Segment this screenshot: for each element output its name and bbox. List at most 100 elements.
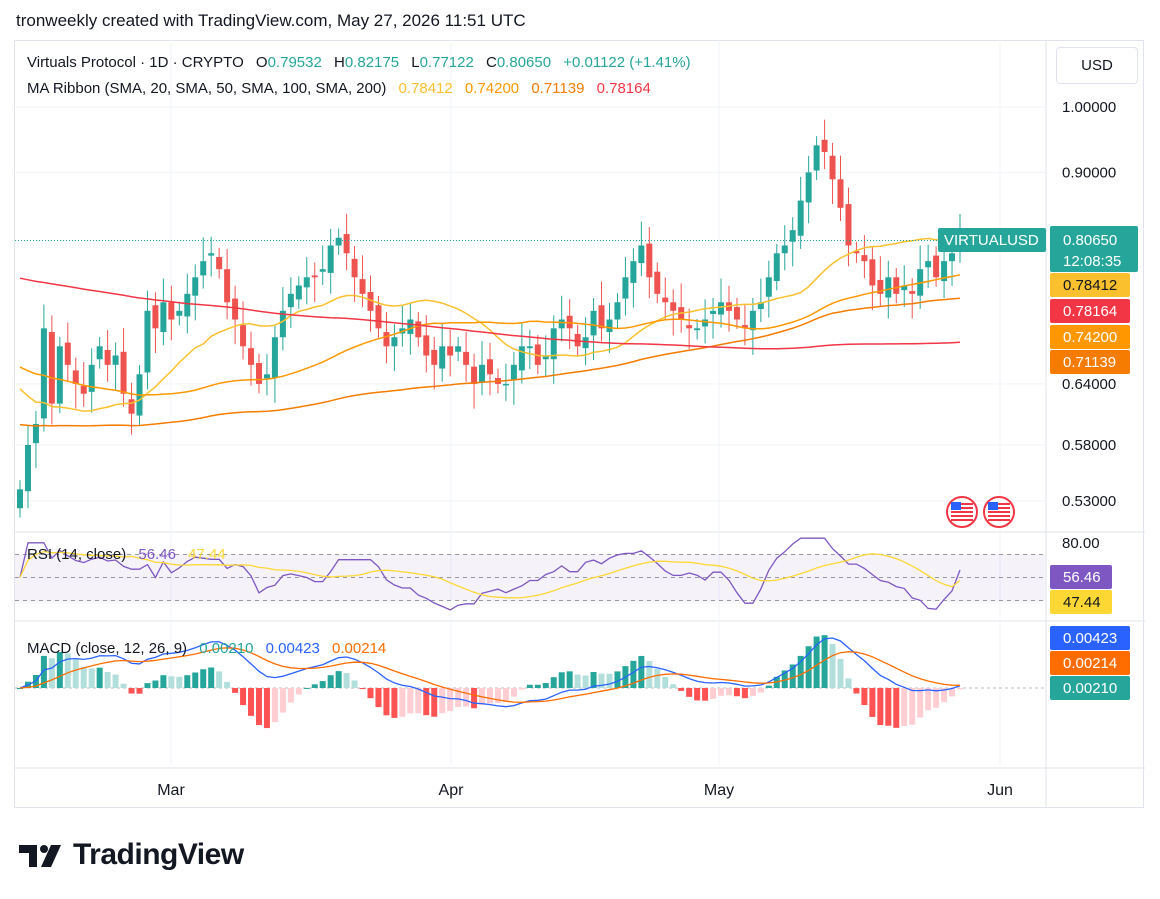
symbol-title[interactable]: Virtuals Protocol · 1D · CRYPTO bbox=[27, 54, 244, 71]
macd-hist-bar bbox=[893, 688, 900, 728]
candle-body bbox=[232, 298, 239, 320]
flag-stripe bbox=[988, 503, 1010, 505]
macd-hist-bar bbox=[550, 677, 557, 688]
candle-body bbox=[327, 245, 334, 273]
ma20-line bbox=[19, 237, 961, 412]
macd-hist-value: 0.00210 bbox=[199, 640, 254, 657]
rsi-ma-value: 47.44 bbox=[188, 546, 226, 563]
currency-button[interactable]: USD bbox=[1056, 47, 1138, 84]
candle-body bbox=[40, 328, 47, 419]
macd-hist-bar bbox=[654, 668, 661, 688]
flag-stripe bbox=[988, 511, 1010, 513]
flag-stripe bbox=[951, 515, 973, 517]
macd-signal-tag bbox=[1050, 651, 1130, 675]
macd-hist-bar bbox=[957, 688, 963, 690]
rsi-ma-tag bbox=[1050, 590, 1112, 614]
candle-body bbox=[295, 285, 302, 300]
candle-body bbox=[168, 302, 175, 320]
candle-body bbox=[487, 359, 493, 375]
rsi-value-tag bbox=[1050, 565, 1112, 589]
macd-hist-bar bbox=[471, 688, 478, 709]
macd-hist-bar bbox=[542, 683, 549, 688]
macd-hist-bar bbox=[64, 653, 71, 688]
macd-hist-bar bbox=[614, 671, 621, 688]
macd-hist-bar bbox=[702, 688, 709, 701]
ohlc-high: H0.82175 bbox=[334, 54, 399, 71]
candle-body bbox=[654, 271, 661, 294]
macd-hist-bar bbox=[797, 655, 804, 688]
macd-hist-bar bbox=[606, 673, 613, 688]
macd-hist-bar bbox=[351, 680, 358, 688]
candle-body bbox=[216, 256, 223, 270]
rsi-ma-line bbox=[19, 550, 961, 599]
macd-hist-bar bbox=[359, 688, 366, 690]
us-flag-icon bbox=[983, 496, 1015, 528]
candle-body bbox=[686, 325, 693, 329]
candle-body bbox=[88, 364, 95, 392]
candle-body bbox=[837, 179, 844, 208]
flag-stripe bbox=[988, 515, 1010, 517]
candle-body bbox=[749, 310, 756, 331]
macd-hist-bar bbox=[391, 688, 398, 718]
macd-hist-bar bbox=[917, 688, 924, 718]
macd-hist-bar bbox=[494, 688, 501, 704]
candle-body bbox=[670, 302, 677, 311]
candle-body bbox=[184, 293, 191, 317]
candle-body bbox=[463, 351, 470, 365]
candle-body bbox=[805, 172, 812, 203]
macd-hist-bar bbox=[303, 687, 310, 689]
ma-price-label: 0.78164 bbox=[1063, 303, 1117, 320]
macd-hist-bar bbox=[869, 688, 876, 717]
macd-title[interactable]: MACD (close, 12, 26, 9) bbox=[27, 640, 188, 657]
macd-hist-bar bbox=[741, 688, 748, 699]
candle-body bbox=[240, 325, 247, 347]
candle-body bbox=[853, 251, 860, 254]
chart-frame bbox=[14, 40, 1144, 808]
candle-body bbox=[279, 310, 286, 338]
macd-hist-bar bbox=[749, 688, 756, 696]
ma50-line bbox=[19, 274, 961, 396]
candle-body bbox=[112, 355, 119, 365]
rsi-legend: RSI (14, close) 56.46 47.44 bbox=[27, 546, 234, 563]
high-label: H bbox=[334, 54, 345, 71]
candle-body bbox=[558, 319, 565, 329]
macd-hist-bar bbox=[263, 688, 270, 729]
macd-hist-bar bbox=[718, 688, 725, 696]
candle-body bbox=[128, 399, 135, 414]
macd-hist-bar bbox=[861, 688, 868, 706]
macd-hist-bar bbox=[686, 688, 693, 697]
candle-body bbox=[255, 362, 262, 384]
macd-signal-line bbox=[19, 647, 961, 703]
macd-hist-bar bbox=[590, 671, 597, 688]
candle-body bbox=[638, 245, 645, 264]
time-axis-label: Jun bbox=[987, 782, 1013, 799]
macd-hist-bar bbox=[407, 688, 414, 714]
candle-body bbox=[949, 253, 956, 262]
rsi-title[interactable]: RSI (14, close) bbox=[27, 546, 127, 563]
macd-hist-bar bbox=[694, 688, 701, 701]
ma-ribbon-title[interactable]: MA Ribbon (SMA, 20, SMA, 50, SMA, 100, S… bbox=[27, 80, 387, 97]
macd-hist-bar bbox=[574, 674, 581, 688]
candle-body bbox=[694, 328, 701, 331]
candle-body bbox=[925, 261, 932, 268]
open-value: 0.79532 bbox=[267, 54, 322, 71]
time-axis-label: May bbox=[704, 782, 734, 799]
candle-body bbox=[885, 277, 892, 298]
candle-body bbox=[789, 230, 796, 242]
candle-body bbox=[741, 325, 748, 329]
macd-hist-bar bbox=[80, 666, 87, 688]
macd-hist-bar bbox=[192, 672, 199, 688]
ma200-value: 0.78164 bbox=[596, 80, 651, 97]
ma50-value: 0.74200 bbox=[464, 80, 520, 97]
macd-hist-bar bbox=[949, 688, 956, 697]
ma-price-label: 0.74200 bbox=[1063, 329, 1117, 346]
ma100-line bbox=[19, 297, 961, 427]
macd-histogram bbox=[17, 635, 963, 729]
candle-body bbox=[662, 297, 669, 303]
macd-hist-bar bbox=[670, 684, 677, 688]
macd-signal-value: 0.00214 bbox=[332, 640, 387, 657]
macd-hist-bar bbox=[160, 675, 167, 688]
macd-hist-bar bbox=[240, 688, 247, 706]
macd-hist-bar bbox=[885, 688, 892, 726]
